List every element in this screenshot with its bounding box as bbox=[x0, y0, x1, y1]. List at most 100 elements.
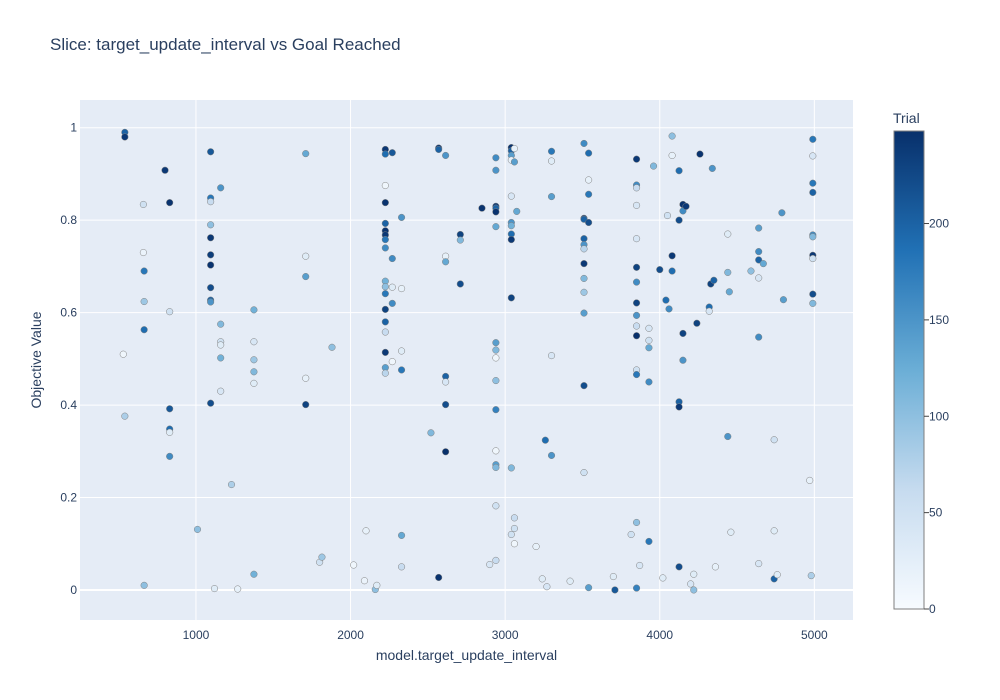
data-point[interactable] bbox=[250, 306, 258, 314]
data-point[interactable] bbox=[633, 518, 641, 527]
data-point[interactable] bbox=[381, 244, 389, 252]
data-point[interactable] bbox=[398, 366, 406, 374]
data-point[interactable] bbox=[507, 464, 515, 472]
data-point[interactable] bbox=[139, 248, 147, 257]
data-point[interactable] bbox=[302, 401, 310, 409]
data-point[interactable] bbox=[580, 469, 588, 477]
data-point[interactable] bbox=[547, 193, 556, 201]
data-point[interactable] bbox=[724, 230, 732, 238]
data-point[interactable] bbox=[442, 401, 450, 409]
data-point[interactable] bbox=[373, 581, 381, 589]
data-point[interactable] bbox=[381, 369, 389, 377]
data-point[interactable] bbox=[388, 358, 396, 366]
data-point[interactable] bbox=[381, 305, 389, 313]
data-point[interactable] bbox=[388, 299, 396, 307]
data-point[interactable] bbox=[381, 283, 389, 291]
data-point[interactable] bbox=[585, 584, 593, 592]
data-point[interactable] bbox=[668, 132, 676, 140]
data-point[interactable] bbox=[724, 268, 732, 276]
data-point[interactable] bbox=[580, 235, 588, 243]
data-point[interactable] bbox=[442, 151, 450, 160]
data-point[interactable] bbox=[510, 514, 518, 522]
data-point[interactable] bbox=[547, 451, 556, 459]
data-point[interactable] bbox=[668, 151, 676, 160]
data-point[interactable] bbox=[478, 204, 486, 212]
data-point[interactable] bbox=[210, 585, 219, 593]
data-point[interactable] bbox=[492, 208, 500, 216]
data-point[interactable] bbox=[250, 379, 258, 387]
data-point[interactable] bbox=[690, 586, 698, 594]
scatter-points[interactable] bbox=[119, 128, 817, 594]
data-point[interactable] bbox=[755, 333, 763, 341]
data-point[interactable] bbox=[633, 299, 641, 307]
data-point[interactable] bbox=[139, 200, 147, 209]
data-point[interactable] bbox=[636, 561, 644, 570]
data-point[interactable] bbox=[659, 574, 667, 582]
data-point[interactable] bbox=[580, 274, 588, 282]
data-point[interactable] bbox=[633, 371, 641, 379]
data-point[interactable] bbox=[166, 452, 174, 460]
data-point[interactable] bbox=[318, 553, 326, 561]
data-point[interactable] bbox=[809, 233, 817, 241]
data-point[interactable] bbox=[532, 542, 540, 551]
data-point[interactable] bbox=[492, 463, 500, 472]
data-point[interactable] bbox=[350, 561, 358, 569]
data-point[interactable] bbox=[207, 284, 215, 292]
data-point[interactable] bbox=[302, 252, 310, 260]
data-point[interactable] bbox=[809, 188, 817, 196]
data-point[interactable] bbox=[398, 285, 406, 293]
data-point[interactable] bbox=[580, 382, 588, 390]
data-point[interactable] bbox=[362, 527, 370, 535]
data-point[interactable] bbox=[492, 166, 500, 174]
data-point[interactable] bbox=[633, 184, 641, 192]
data-point[interactable] bbox=[207, 399, 215, 407]
data-point[interactable] bbox=[725, 288, 733, 296]
data-point[interactable] bbox=[807, 572, 815, 580]
data-point[interactable] bbox=[513, 207, 521, 215]
data-point[interactable] bbox=[633, 278, 641, 286]
data-point[interactable] bbox=[538, 575, 546, 583]
data-point[interactable] bbox=[492, 447, 500, 455]
data-point[interactable] bbox=[585, 218, 593, 227]
data-point[interactable] bbox=[773, 571, 781, 579]
data-point[interactable] bbox=[547, 157, 556, 165]
data-point[interactable] bbox=[492, 406, 500, 414]
data-point[interactable] bbox=[492, 339, 500, 347]
data-point[interactable] bbox=[207, 221, 215, 229]
data-point[interactable] bbox=[633, 322, 641, 330]
data-point[interactable] bbox=[250, 368, 258, 376]
data-point[interactable] bbox=[328, 343, 336, 351]
data-point[interactable] bbox=[207, 251, 215, 259]
data-point[interactable] bbox=[755, 256, 763, 264]
data-point[interactable] bbox=[747, 267, 755, 275]
data-point[interactable] bbox=[381, 150, 389, 158]
data-point[interactable] bbox=[250, 570, 258, 578]
data-point[interactable] bbox=[580, 309, 588, 317]
data-point[interactable] bbox=[492, 223, 500, 231]
data-point[interactable] bbox=[442, 378, 450, 386]
data-point[interactable] bbox=[585, 190, 593, 198]
data-point[interactable] bbox=[166, 308, 174, 316]
data-point[interactable] bbox=[302, 150, 310, 158]
data-point[interactable] bbox=[193, 525, 202, 533]
data-point[interactable] bbox=[778, 209, 786, 217]
data-point[interactable] bbox=[381, 199, 389, 207]
data-point[interactable] bbox=[687, 580, 695, 588]
data-point[interactable] bbox=[140, 297, 148, 306]
data-point[interactable] bbox=[435, 573, 443, 582]
data-point[interactable] bbox=[217, 387, 225, 395]
data-point[interactable] bbox=[708, 164, 716, 172]
data-point[interactable] bbox=[510, 540, 518, 548]
data-point[interactable] bbox=[679, 356, 687, 364]
data-point[interactable] bbox=[580, 245, 588, 253]
data-point[interactable] bbox=[711, 563, 719, 571]
data-point[interactable] bbox=[633, 263, 641, 271]
data-point[interactable] bbox=[633, 584, 641, 592]
data-point[interactable] bbox=[207, 148, 215, 156]
data-point[interactable] bbox=[456, 236, 464, 244]
data-point[interactable] bbox=[633, 235, 641, 243]
data-point[interactable] bbox=[398, 347, 406, 355]
data-point[interactable] bbox=[507, 530, 515, 539]
data-point[interactable] bbox=[645, 344, 653, 352]
data-point[interactable] bbox=[510, 158, 518, 166]
